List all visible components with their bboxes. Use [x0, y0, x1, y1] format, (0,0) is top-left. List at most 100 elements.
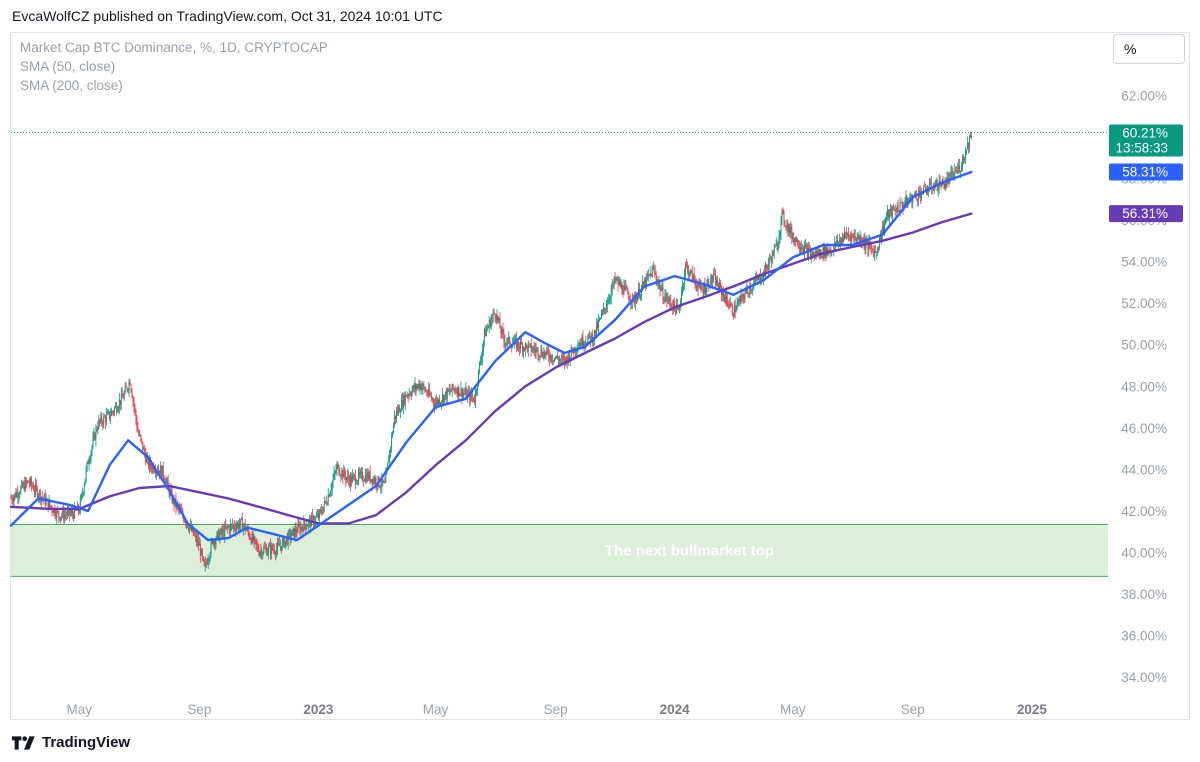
candle-body	[361, 471, 363, 481]
candle-body	[635, 298, 637, 304]
candle-body	[757, 278, 759, 280]
sma50-badge-bg	[1109, 163, 1183, 181]
candle-body	[707, 281, 709, 285]
candle-body	[916, 195, 918, 200]
candle-body	[218, 530, 220, 541]
candle-body	[194, 535, 195, 536]
candle-body	[710, 275, 712, 288]
candle-body	[195, 535, 196, 537]
candle-body	[211, 540, 213, 542]
candle-body	[284, 540, 286, 547]
x-tick-label: May	[780, 702, 806, 717]
candle-body	[899, 202, 901, 212]
candle-body	[488, 320, 490, 327]
candle-body	[605, 306, 607, 310]
candle-body	[953, 174, 955, 177]
candle-body	[627, 289, 629, 295]
candle-body	[949, 174, 951, 183]
candle-body	[682, 283, 684, 285]
candle-body	[191, 525, 193, 532]
candle-body	[434, 403, 436, 407]
candle-body	[932, 189, 934, 191]
tradingview-logo-icon	[12, 735, 35, 750]
candle-body	[744, 293, 746, 299]
candle-body	[459, 394, 461, 396]
candle-body	[601, 311, 603, 314]
candle-body	[111, 411, 112, 416]
candle-body	[649, 273, 651, 275]
candle-body	[792, 237, 794, 239]
candle-body	[159, 466, 161, 475]
candle-body	[825, 245, 827, 257]
candle-body	[714, 273, 716, 275]
candle-body	[200, 549, 202, 556]
candle-body	[770, 259, 772, 263]
candle-body	[451, 384, 453, 392]
candle-body	[123, 392, 125, 399]
candle-body	[882, 225, 883, 236]
candle-body	[483, 329, 485, 342]
candle-body	[437, 399, 438, 404]
candle-body	[818, 250, 820, 255]
candle-body	[289, 532, 291, 540]
candle-body	[923, 185, 924, 194]
candle-body	[849, 236, 851, 242]
candle-body	[112, 411, 113, 413]
candle-body	[224, 525, 226, 537]
candle-body	[957, 167, 959, 172]
candle-body	[810, 253, 812, 258]
candle-body	[783, 212, 785, 223]
candle-body	[12, 500, 14, 502]
price-unit-selector[interactable]: %	[1113, 34, 1185, 64]
candle-body	[260, 550, 262, 553]
candle-body	[838, 241, 840, 245]
candle-body	[367, 472, 369, 479]
legend-sma50[interactable]: SMA (50, close)	[20, 59, 116, 74]
candle-body	[596, 323, 598, 334]
y-tick-label: 40.00%	[1121, 546, 1167, 561]
candle-body	[691, 270, 693, 281]
candle-body	[330, 489, 332, 493]
legend-sma200[interactable]: SMA (200, close)	[20, 78, 123, 93]
candle-body	[105, 417, 107, 423]
candle-body	[912, 197, 914, 204]
candle-body	[735, 309, 737, 313]
candle-body	[162, 465, 164, 478]
candle-body	[369, 472, 371, 482]
candle-body	[808, 248, 810, 250]
candle-body	[494, 313, 496, 317]
candle-body	[897, 205, 899, 212]
candle-body	[521, 344, 523, 352]
candle-body	[31, 478, 32, 486]
candle-body	[151, 465, 152, 470]
candle-body	[209, 554, 211, 559]
candle-body	[653, 267, 655, 272]
candle-body	[926, 190, 928, 194]
candle-body	[478, 369, 479, 385]
candle-body	[122, 397, 124, 399]
candle-body	[729, 303, 731, 307]
candle-body	[348, 475, 350, 481]
candle-body	[702, 289, 704, 294]
candle-body	[643, 280, 645, 285]
candle-body	[755, 277, 757, 282]
candle-body	[135, 410, 137, 420]
candle-body	[24, 483, 26, 491]
candle-body	[763, 271, 764, 280]
candle-body	[104, 416, 106, 418]
candle-body	[436, 399, 437, 404]
candle-body	[485, 329, 487, 337]
candle-body	[452, 384, 454, 389]
legend-symbol[interactable]: Market Cap BTC Dominance, %, 1D, CRYPTOC…	[20, 40, 328, 55]
candle-body	[614, 277, 616, 281]
candle-body	[669, 297, 671, 302]
candle-body	[507, 338, 509, 343]
candle-body	[255, 539, 257, 544]
candle-body	[560, 359, 561, 361]
candle-body	[170, 489, 172, 491]
candle-body	[651, 268, 653, 277]
candle-body	[418, 384, 420, 389]
candle-body	[389, 450, 391, 462]
x-tick-label: Sep	[544, 702, 568, 717]
